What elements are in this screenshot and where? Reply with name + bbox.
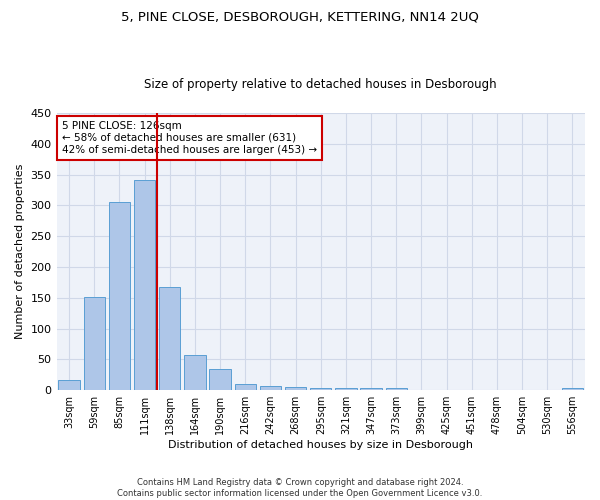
Text: Contains HM Land Registry data © Crown copyright and database right 2024.
Contai: Contains HM Land Registry data © Crown c… (118, 478, 482, 498)
Bar (562, 388, 583, 390)
Bar (361, 388, 382, 390)
Bar (58, 380, 80, 390)
Bar (260, 386, 281, 390)
Bar (83, 296, 105, 390)
Bar (159, 288, 181, 390)
Title: Size of property relative to detached houses in Desborough: Size of property relative to detached ho… (145, 78, 497, 91)
Bar (184, 355, 206, 390)
Bar (235, 384, 256, 390)
Bar (285, 387, 307, 390)
Bar (134, 180, 155, 390)
Bar (386, 388, 407, 390)
Bar (209, 368, 231, 390)
Bar (310, 388, 331, 390)
Bar (109, 202, 130, 390)
Text: 5, PINE CLOSE, DESBOROUGH, KETTERING, NN14 2UQ: 5, PINE CLOSE, DESBOROUGH, KETTERING, NN… (121, 10, 479, 23)
Text: 5 PINE CLOSE: 126sqm
← 58% of detached houses are smaller (631)
42% of semi-deta: 5 PINE CLOSE: 126sqm ← 58% of detached h… (62, 122, 317, 154)
X-axis label: Distribution of detached houses by size in Desborough: Distribution of detached houses by size … (168, 440, 473, 450)
Bar (335, 388, 356, 390)
Y-axis label: Number of detached properties: Number of detached properties (15, 164, 25, 340)
